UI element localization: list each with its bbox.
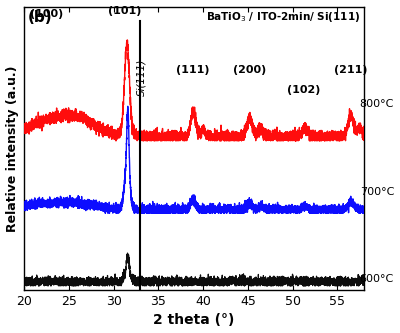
Text: (200): (200) <box>233 65 266 75</box>
Text: (101): (101) <box>108 6 141 16</box>
Text: 600°C: 600°C <box>360 274 394 284</box>
Text: Si(111): Si(111) <box>137 59 147 96</box>
Text: (102): (102) <box>287 85 320 95</box>
Y-axis label: Relative intensity (a.u.): Relative intensity (a.u.) <box>6 65 18 232</box>
Text: 800°C: 800°C <box>360 100 394 110</box>
Text: (b): (b) <box>28 10 52 25</box>
Text: (111): (111) <box>176 65 210 75</box>
Text: (100): (100) <box>30 9 63 19</box>
X-axis label: 2 theta (°): 2 theta (°) <box>154 313 235 327</box>
Text: 700°C: 700°C <box>360 187 394 197</box>
Text: BaTiO$_3$ / ITO-2min/ Si(111): BaTiO$_3$ / ITO-2min/ Si(111) <box>206 10 360 24</box>
Text: (211): (211) <box>334 65 368 75</box>
